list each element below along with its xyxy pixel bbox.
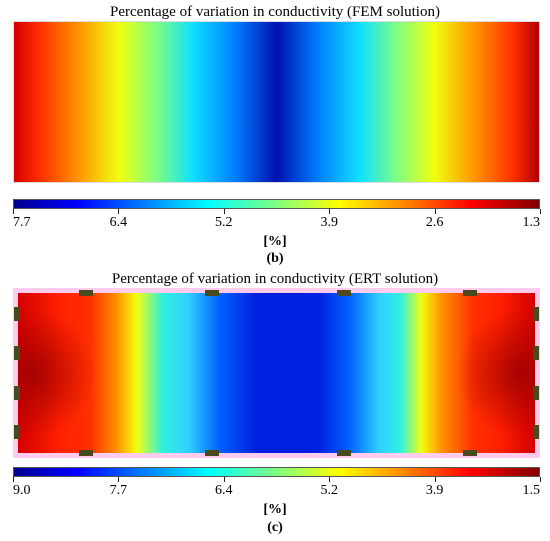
colorbar-tick-label: 2.6 (425, 215, 444, 230)
electrode-top (337, 290, 351, 296)
colorbar-tick-label: 6.4 (109, 215, 128, 230)
colorbar-tick (540, 477, 541, 482)
fem-unit-label: [%] (263, 234, 287, 249)
fem-colorbar-tick-labels: 7.7 6.4 5.2 3.9 2.6 1.3 (13, 215, 540, 233)
colorbar-tick-label: 7.7 (109, 483, 128, 498)
colorbar-tick (223, 209, 225, 214)
panel-c-title: Percentage of variation in conductivity … (111, 271, 439, 287)
panel-c-label: (c) (267, 520, 283, 535)
electrode-right (533, 386, 539, 400)
electrode-left (14, 307, 20, 321)
colorbar-tick-label: 1.3 (522, 215, 541, 230)
fem-colorbar (13, 199, 540, 209)
colorbar-tick (118, 209, 120, 214)
colorbar-tick-label: 5.2 (320, 483, 338, 498)
fem-conductivity-map (13, 21, 540, 183)
fem-colorbar-ticks (13, 209, 541, 215)
colorbar-tick-label: 3.9 (425, 483, 444, 498)
ert-colorbar-ticks (13, 477, 541, 483)
electrode-right (533, 425, 539, 439)
ert-conductivity-map (13, 288, 540, 458)
electrode-bottom (79, 450, 93, 456)
electrode-left (14, 425, 20, 439)
colorbar-tick-label: 1.5 (522, 483, 541, 498)
colorbar-tick (434, 209, 436, 214)
electrode-bottom (205, 450, 219, 456)
electrode-top (463, 290, 477, 296)
electrode-left (14, 386, 20, 400)
ert-unit-label: [%] (263, 502, 287, 517)
colorbar-tick-label: 5.2 (215, 215, 233, 230)
panel-b-title: Percentage of variation in conductivity … (110, 4, 440, 20)
colorbar-tick (13, 209, 14, 214)
electrode-right (533, 307, 539, 321)
colorbar-tick-label: 6.4 (215, 483, 233, 498)
colorbar-tick-label: 3.9 (320, 215, 338, 230)
colorbar-tick-label: 9.0 (13, 483, 31, 498)
electrode-bottom (463, 450, 477, 456)
colorbar-tick (540, 209, 541, 214)
colorbar-tick (118, 477, 120, 482)
ert-colorbar-tick-labels: 9.0 7.7 6.4 5.2 3.9 1.5 (13, 483, 540, 501)
colorbar-tick (434, 477, 436, 482)
colorbar-tick (329, 477, 331, 482)
electrode-right (533, 346, 539, 360)
electrode-top (79, 290, 93, 296)
electrode-left (14, 346, 20, 360)
electrode-top (205, 290, 219, 296)
colorbar-tick (13, 477, 14, 482)
colorbar-tick-label: 7.7 (13, 215, 31, 230)
ert-colorbar (13, 467, 540, 477)
colorbar-tick (223, 477, 225, 482)
panel-b-label: (b) (266, 251, 284, 266)
colorbar-tick (329, 209, 331, 214)
electrode-bottom (337, 450, 351, 456)
